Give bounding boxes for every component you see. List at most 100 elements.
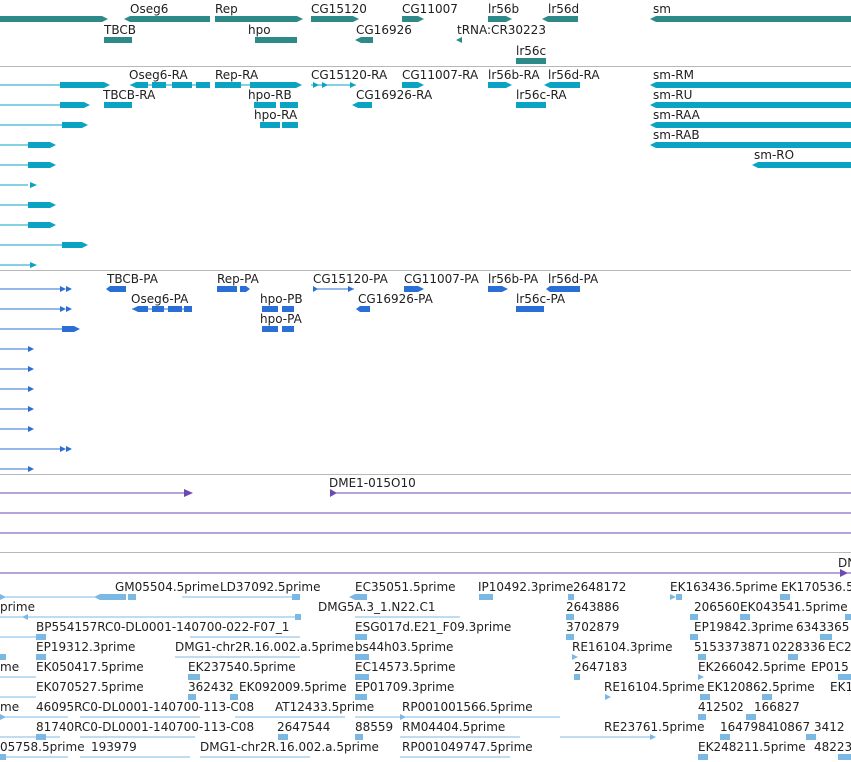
protein-label[interactable]: CG11007-PA [404, 272, 479, 286]
est-label[interactable]: IP10492.3prime [478, 580, 574, 594]
transcript-label[interactable]: Oseg6-RA [129, 68, 188, 82]
transcript-label[interactable]: Rep-RA [215, 68, 259, 82]
est-label[interactable]: EK070527.5prime [36, 680, 144, 694]
est-label[interactable]: me [0, 700, 20, 714]
est-label[interactable]: EK1 [830, 680, 851, 694]
est-label[interactable]: EC35051.5prime [355, 580, 456, 594]
gene-label[interactable]: tRNA:CR30223 [457, 23, 546, 37]
transcript-label[interactable]: sm-RU [653, 88, 693, 102]
est-label[interactable]: EK120862.5prime [707, 680, 815, 694]
transcript-label[interactable]: hpo-RB [248, 88, 292, 102]
est-label[interactable]: ESG017d.E21_F09.3prime [355, 620, 512, 634]
est-label[interactable]: 46095RC0-DL0001-140700-113-C08 [36, 700, 255, 714]
transcript-label[interactable]: lr56c-RA [516, 88, 567, 102]
clone-label[interactable]: DME1-015O10 [329, 476, 416, 490]
est-label[interactable]: 3702879 [566, 620, 620, 634]
est-label[interactable]: 6343365 [796, 620, 850, 634]
protein-label[interactable]: lr56b-PA [488, 272, 539, 286]
est-label[interactable]: 362432 [188, 680, 234, 694]
est-label[interactable]: BP554157RC0-DL0001-140700-022-F07_1 [36, 620, 290, 634]
est-label[interactable]: EK163436.5prime [670, 580, 778, 594]
est-label[interactable]: 1647984 [720, 720, 774, 734]
est-label[interactable]: 0228336 [772, 640, 826, 654]
gene-label[interactable]: sm [653, 2, 671, 16]
gene-label[interactable]: Rep [215, 2, 238, 16]
transcript-label[interactable]: sm-RAA [653, 108, 700, 122]
gene-label[interactable]: lr56c [516, 44, 547, 58]
gene-label[interactable]: hpo [248, 23, 271, 37]
est-label[interactable]: 206560 [694, 600, 740, 614]
est-label[interactable]: AT12433.5prime [275, 700, 375, 714]
est-label[interactable]: 2643886 [566, 600, 620, 614]
est-label[interactable]: 2647544 [277, 720, 331, 734]
est-label[interactable]: EP01709.3prime [355, 680, 455, 694]
gene-label[interactable]: CG11007 [402, 2, 458, 16]
est-label[interactable]: me [0, 660, 20, 674]
protein-label[interactable]: hpo-PB [260, 292, 303, 306]
est-label[interactable]: 2647183 [574, 660, 628, 674]
est-label[interactable]: EK237540.5prime [188, 660, 296, 674]
est-label[interactable]: EK170536.5 [781, 580, 851, 594]
est-label[interactable]: GM05504.5prime [115, 580, 220, 594]
est-label[interactable]: EP19312.3prime [36, 640, 136, 654]
est-label[interactable]: RE23761.5prime [604, 720, 705, 734]
transcript-label[interactable]: sm-RO [754, 148, 795, 162]
est-label[interactable]: 88559 [355, 720, 394, 734]
est-label[interactable]: RP001049747.5prime [402, 740, 533, 754]
est-label[interactable]: 48223 [814, 740, 851, 754]
gene-label[interactable]: CG16926 [356, 23, 412, 37]
gene-label[interactable]: lr56d [548, 2, 580, 16]
est-label[interactable]: RM04404.5prime [402, 720, 506, 734]
est-label[interactable]: DMG1-chr2R.16.002.a.5prime [175, 640, 354, 654]
est-label[interactable]: EC14573.5prime [355, 660, 456, 674]
est-label[interactable]: 10867 [772, 720, 811, 734]
transcript-label[interactable]: TBCB-RA [103, 88, 156, 102]
transcript-label[interactable]: sm-RAB [653, 128, 700, 142]
transcript-label[interactable]: lr56d-RA [548, 68, 600, 82]
protein-label[interactable]: lr56d-PA [548, 272, 599, 286]
protein-label[interactable]: Oseg6-PA [131, 292, 189, 306]
gene-label[interactable]: lr56b [488, 2, 520, 16]
est-label[interactable]: 81740RC0-DL0001-140700-113-C08 [36, 720, 255, 734]
gene-label[interactable]: Oseg6 [130, 2, 169, 16]
transcript-label[interactable]: lr56b-RA [488, 68, 540, 82]
est-label[interactable]: 3412 [814, 720, 845, 734]
est-label[interactable]: EK266042.5prime [698, 660, 806, 674]
est-label[interactable]: EK043541.5prime [740, 600, 848, 614]
est-label[interactable]: RE16104.3prime [572, 640, 673, 654]
est-label[interactable]: DMG1-chr2R.16.002.a.5prime [200, 740, 379, 754]
clone-label[interactable]: DN [838, 556, 851, 570]
est-label[interactable]: 2648172 [573, 580, 627, 594]
est-label[interactable]: 193979 [91, 740, 137, 754]
est-label[interactable]: 3871 [740, 640, 771, 654]
gene-label[interactable]: TBCB [104, 23, 136, 37]
est-label[interactable]: RP001001566.5prime [402, 700, 533, 714]
est-label[interactable]: prime [0, 600, 35, 614]
protein-label[interactable]: CG15120-PA [313, 272, 388, 286]
protein-label[interactable]: hpo-PA [260, 312, 302, 326]
est-label[interactable]: 05758.5prime [0, 740, 85, 754]
est-label[interactable]: LD37092.5prime [220, 580, 321, 594]
protein-label[interactable]: TBCB-PA [107, 272, 158, 286]
est-label[interactable]: 412502 [698, 700, 744, 714]
gene-label[interactable]: CG15120 [311, 2, 367, 16]
est-label[interactable]: EP015 [811, 660, 849, 674]
transcript-label[interactable]: CG16926-RA [356, 88, 433, 102]
est-label[interactable]: RE16104.5prime [604, 680, 705, 694]
est-label[interactable]: DMG5A.3_1.N22.C1 [318, 600, 436, 614]
est-label[interactable]: 166827 [754, 700, 800, 714]
transcript-label[interactable]: hpo-RA [254, 108, 298, 122]
protein-label[interactable]: Rep-PA [217, 272, 259, 286]
transcript-label[interactable]: sm-RM [653, 68, 694, 82]
protein-label[interactable]: lr56c-PA [516, 292, 566, 306]
protein-label[interactable]: CG16926-PA [358, 292, 433, 306]
est-label[interactable]: EK050417.5prime [36, 660, 144, 674]
transcript-label[interactable]: CG15120-RA [311, 68, 388, 82]
est-label[interactable]: bs44h03.5prime [355, 640, 454, 654]
transcript-label[interactable]: CG11007-RA [402, 68, 479, 82]
est-label[interactable]: EK248211.5prime [698, 740, 806, 754]
est-label[interactable]: EC2 [828, 640, 851, 654]
est-label[interactable]: 515337 [694, 640, 740, 654]
est-label[interactable]: EP19842.3prime [694, 620, 794, 634]
